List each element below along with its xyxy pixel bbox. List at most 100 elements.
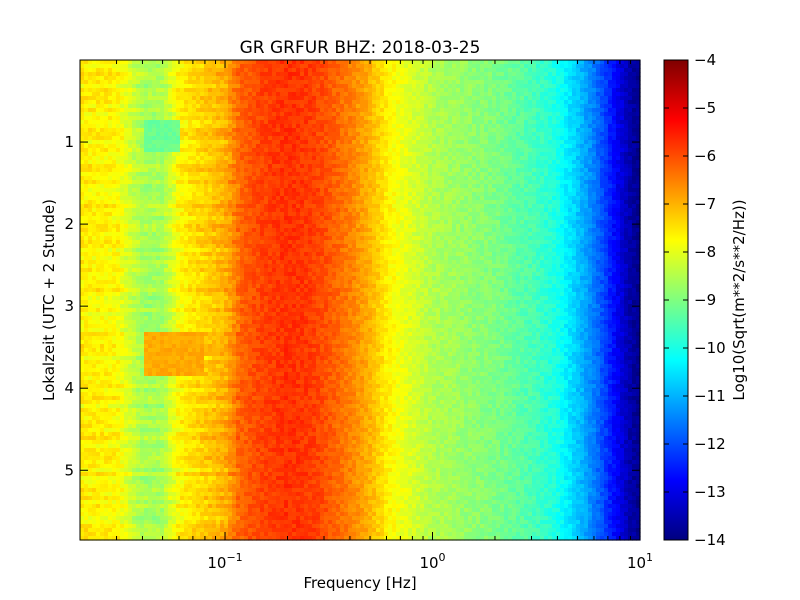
heatmap-cell (336, 84, 341, 89)
heatmap-cell (176, 176, 181, 181)
heatmap-cell (384, 192, 389, 197)
heatmap-cell (348, 64, 353, 69)
heatmap-cell (196, 144, 201, 149)
heatmap-cell (188, 188, 193, 193)
heatmap-cell (516, 104, 521, 109)
heatmap-cell (108, 176, 113, 181)
heatmap-cell (300, 192, 305, 197)
heatmap-cell (148, 104, 153, 109)
heatmap-cell (156, 172, 161, 177)
heatmap-cell (80, 152, 85, 157)
heatmap-cell (260, 144, 265, 149)
heatmap-cell (196, 80, 201, 85)
heatmap-cell (260, 168, 265, 173)
heatmap-cell (588, 172, 593, 177)
heatmap-cell (208, 88, 213, 93)
heatmap-cell (452, 156, 457, 161)
heatmap-cell (436, 112, 441, 117)
heatmap-cell (348, 180, 353, 185)
heatmap-cell (408, 76, 413, 81)
heatmap-cell (500, 152, 505, 157)
heatmap-cell (316, 72, 321, 77)
heatmap-cell (220, 132, 225, 137)
heatmap-cell (164, 96, 169, 101)
heatmap-cell (112, 152, 117, 157)
heatmap-cell (140, 92, 145, 97)
heatmap-cell (432, 68, 437, 73)
heatmap-cell (172, 76, 177, 81)
heatmap-cell (400, 84, 405, 89)
heatmap-cell (348, 172, 353, 177)
heatmap-cell (464, 180, 469, 185)
heatmap-cell (632, 120, 637, 125)
heatmap-cell (400, 188, 405, 193)
heatmap-cell (236, 176, 241, 181)
heatmap-cell (228, 116, 233, 121)
heatmap-cell (508, 88, 513, 93)
heatmap-cell (336, 188, 341, 193)
heatmap-cell (572, 148, 577, 153)
heatmap-cell (444, 108, 449, 113)
heatmap-cell (152, 88, 157, 93)
heatmap-cell (476, 196, 481, 201)
heatmap-cell (92, 168, 97, 173)
heatmap-cell (124, 108, 129, 113)
heatmap-cell (444, 196, 449, 201)
heatmap-cell (624, 160, 629, 165)
heatmap-cell (636, 88, 641, 93)
heatmap-cell (112, 144, 117, 149)
heatmap-cell (92, 156, 97, 161)
heatmap-cell (504, 184, 509, 189)
heatmap-cell (612, 84, 617, 89)
heatmap-cell (340, 192, 345, 197)
heatmap-cell (240, 172, 245, 177)
heatmap-cell (320, 200, 325, 205)
heatmap-cell (112, 116, 117, 121)
heatmap-cell (176, 108, 181, 113)
heatmap-cell (484, 96, 489, 101)
heatmap-cell (104, 80, 109, 85)
heatmap-cell (332, 180, 337, 185)
heatmap-cell (220, 148, 225, 153)
heatmap-cell (180, 188, 185, 193)
heatmap-cell (368, 108, 373, 113)
heatmap-cell (464, 76, 469, 81)
heatmap-cell (300, 136, 305, 141)
heatmap-cell (264, 96, 269, 101)
heatmap-cell (580, 164, 585, 169)
heatmap-cell (548, 124, 553, 129)
heatmap-cell (324, 164, 329, 169)
heatmap-cell (620, 164, 625, 169)
heatmap-cell (428, 184, 433, 189)
heatmap-cell (92, 184, 97, 189)
heatmap-cell (132, 104, 137, 109)
heatmap-cell (624, 168, 629, 173)
heatmap-cell (236, 68, 241, 73)
heatmap-cell (80, 76, 85, 81)
heatmap-cell (228, 184, 233, 189)
heatmap-cell (224, 100, 229, 105)
heatmap-cell (556, 176, 561, 181)
heatmap-cell (220, 160, 225, 165)
heatmap-cell (316, 192, 321, 197)
heatmap-cell (616, 180, 621, 185)
heatmap-cell (268, 72, 273, 77)
heatmap-cell (224, 72, 229, 77)
heatmap-cell (192, 88, 197, 93)
heatmap-cell (444, 148, 449, 153)
heatmap-cell (612, 176, 617, 181)
heatmap-cell (424, 152, 429, 157)
heatmap-cell (140, 100, 145, 105)
heatmap-cell (216, 160, 221, 165)
heatmap-cell (500, 92, 505, 97)
heatmap-cell (204, 72, 209, 77)
heatmap-cell (112, 120, 117, 125)
heatmap-cell (180, 112, 185, 117)
heatmap-cell (396, 96, 401, 101)
heatmap-cell (256, 180, 261, 185)
heatmap-cell (560, 100, 565, 105)
heatmap-cell (392, 192, 397, 197)
heatmap-cell (188, 112, 193, 117)
heatmap-cell (136, 108, 141, 113)
heatmap-cell (316, 120, 321, 125)
